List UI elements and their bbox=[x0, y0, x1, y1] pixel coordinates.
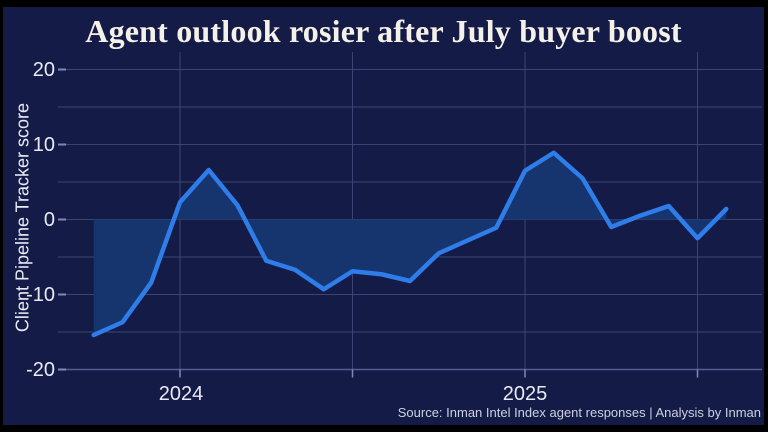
x-tick-label-2024: 2024 bbox=[158, 383, 204, 405]
y-tick-label-minus20: -20 bbox=[26, 358, 55, 381]
chart-canvas: Agent outlook rosier after July buyer bo… bbox=[3, 7, 764, 425]
y-tick-label-0: 0 bbox=[43, 208, 55, 231]
area-fill bbox=[93, 152, 727, 335]
x-tick-label-2025: 2025 bbox=[502, 383, 548, 405]
chart-title: Agent outlook rosier after July buyer bo… bbox=[85, 13, 682, 49]
y-tick-label-20: 20 bbox=[32, 58, 55, 81]
source-note: Source: Inman Intel Index agent response… bbox=[397, 405, 761, 420]
y-tick-label-minus10: -10 bbox=[26, 283, 55, 306]
y-tick-label-10: 10 bbox=[32, 133, 55, 156]
pipeline-line-chart bbox=[58, 52, 762, 378]
data-line bbox=[91, 150, 729, 338]
